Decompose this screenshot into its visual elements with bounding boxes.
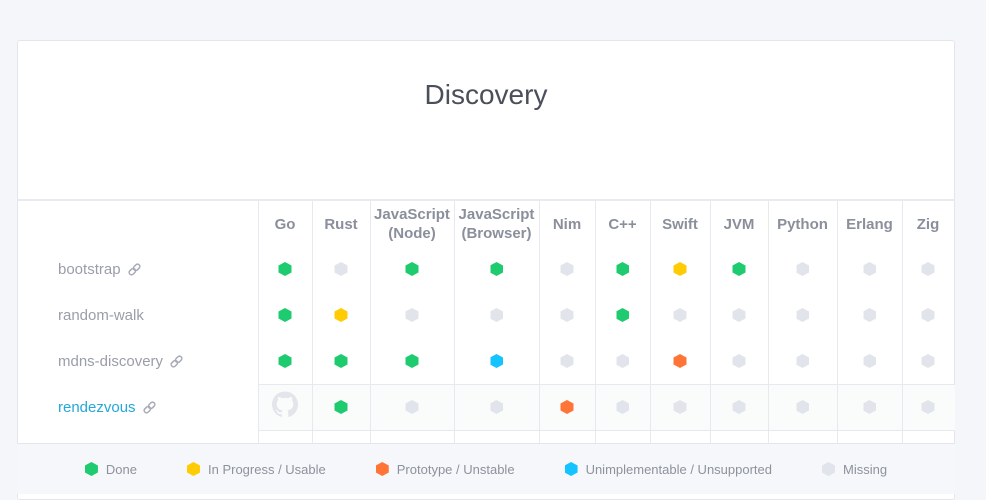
status-missing-icon — [863, 308, 876, 322]
legend-item-missing: Missing — [822, 462, 887, 477]
column-header: Go — [274, 215, 296, 233]
status-missing-icon — [863, 262, 876, 276]
status-missing-icon — [921, 308, 935, 322]
status-missing-icon — [560, 262, 574, 276]
column-header: Erlang — [846, 215, 893, 233]
legend: Done In Progress / Usable Prototype / Unst… — [17, 443, 955, 494]
legend-item-done: Done — [84, 461, 137, 477]
hexagon-icon — [84, 462, 98, 476]
status-done-icon — [490, 262, 503, 276]
status-prototype-icon — [560, 400, 574, 414]
hexagon-icon — [564, 462, 578, 476]
legend-item-in-progress: In Progress / Usable — [186, 461, 326, 477]
column-divider — [902, 201, 903, 443]
status-done-icon — [405, 262, 419, 276]
table-row-highlight — [258, 384, 955, 431]
row-label: mdns-discovery — [58, 351, 184, 371]
status-missing-icon — [490, 308, 503, 322]
hexagon-icon — [375, 462, 389, 476]
legend-label: Unimplementable / Unsupported — [585, 461, 772, 477]
status-missing-icon — [796, 308, 809, 322]
status-missing-icon — [616, 400, 629, 414]
column-header: Swift — [662, 215, 698, 233]
section-title: Discovery — [424, 79, 548, 110]
status-done-icon — [616, 262, 629, 276]
status-in-progress-icon — [334, 308, 348, 322]
status-missing-icon — [863, 354, 876, 368]
status-done-icon — [278, 262, 292, 276]
link-icon[interactable] — [169, 354, 184, 369]
status-missing-icon — [921, 400, 935, 414]
row-label: bootstrap — [58, 259, 142, 279]
status-missing-icon — [673, 400, 687, 414]
row-label: random-walk — [58, 305, 144, 325]
row-label-text: bootstrap — [58, 260, 121, 278]
row-label-text: random-walk — [58, 306, 144, 324]
status-missing-icon — [732, 400, 746, 414]
column-divider — [370, 201, 371, 443]
hexagon-icon — [822, 462, 835, 476]
status-done-icon — [278, 354, 292, 368]
column-divider — [837, 201, 838, 443]
status-unimplementable-icon — [490, 354, 503, 368]
status-missing-icon — [732, 308, 746, 322]
column-header: Nim — [552, 215, 582, 233]
discovery-card: Discovery Go Rust JavaScript (Node) JavaScr… — [17, 40, 955, 500]
status-missing-icon — [560, 308, 574, 322]
column-divider — [650, 201, 651, 443]
row-divider — [258, 430, 954, 431]
status-missing-icon — [863, 400, 876, 414]
legend-item-prototype: Prototype / Unstable — [375, 461, 515, 477]
column-header: JavaScript (Node) — [374, 206, 450, 242]
link-icon[interactable] — [127, 262, 142, 277]
status-missing-icon — [673, 308, 687, 322]
status-done-icon — [334, 400, 348, 414]
status-missing-icon — [796, 400, 809, 414]
status-done-icon — [732, 262, 746, 276]
column-divider — [258, 201, 259, 443]
column-header: Python — [777, 215, 828, 233]
column-header: C++ — [608, 215, 637, 233]
row-label-text: mdns-discovery — [58, 352, 164, 370]
column-divider — [312, 201, 313, 443]
column-header: JVM — [723, 215, 755, 233]
status-done-icon — [334, 354, 348, 368]
column-header: Zig — [916, 215, 940, 233]
column-divider — [454, 201, 455, 443]
column-divider — [595, 201, 596, 443]
legend-label: Missing — [843, 461, 888, 477]
status-missing-icon — [921, 262, 935, 276]
github-icon[interactable] — [272, 391, 299, 423]
divider — [18, 199, 954, 201]
column-divider — [710, 201, 711, 443]
status-missing-icon — [732, 354, 746, 368]
status-missing-icon — [796, 354, 809, 368]
status-in-progress-icon — [673, 262, 687, 276]
status-done-icon — [278, 308, 292, 322]
hexagon-icon — [186, 462, 200, 476]
row-label-text[interactable]: rendezvous — [58, 398, 136, 416]
status-missing-icon — [490, 400, 503, 414]
column-divider — [768, 201, 769, 443]
status-prototype-icon — [673, 354, 687, 368]
status-missing-icon — [616, 354, 629, 368]
status-missing-icon — [405, 400, 419, 414]
column-divider — [539, 201, 540, 443]
row-label[interactable]: rendezvous — [58, 397, 157, 417]
status-missing-icon — [796, 262, 809, 276]
legend-label: Done — [105, 461, 137, 477]
status-done-icon — [616, 308, 629, 322]
legend-item-unimplementable: Unimplementable / Unsupported — [564, 461, 772, 477]
status-done-icon — [405, 354, 419, 368]
column-header: JavaScript (Browser) — [458, 206, 535, 242]
status-missing-icon — [405, 308, 419, 322]
link-icon[interactable] — [142, 400, 157, 415]
status-missing-icon — [560, 354, 574, 368]
column-header: Rust — [324, 215, 358, 233]
legend-label: In Progress / Usable — [207, 461, 326, 477]
status-missing-icon — [334, 262, 348, 276]
legend-label: Prototype / Unstable — [396, 461, 515, 477]
status-missing-icon — [921, 354, 935, 368]
